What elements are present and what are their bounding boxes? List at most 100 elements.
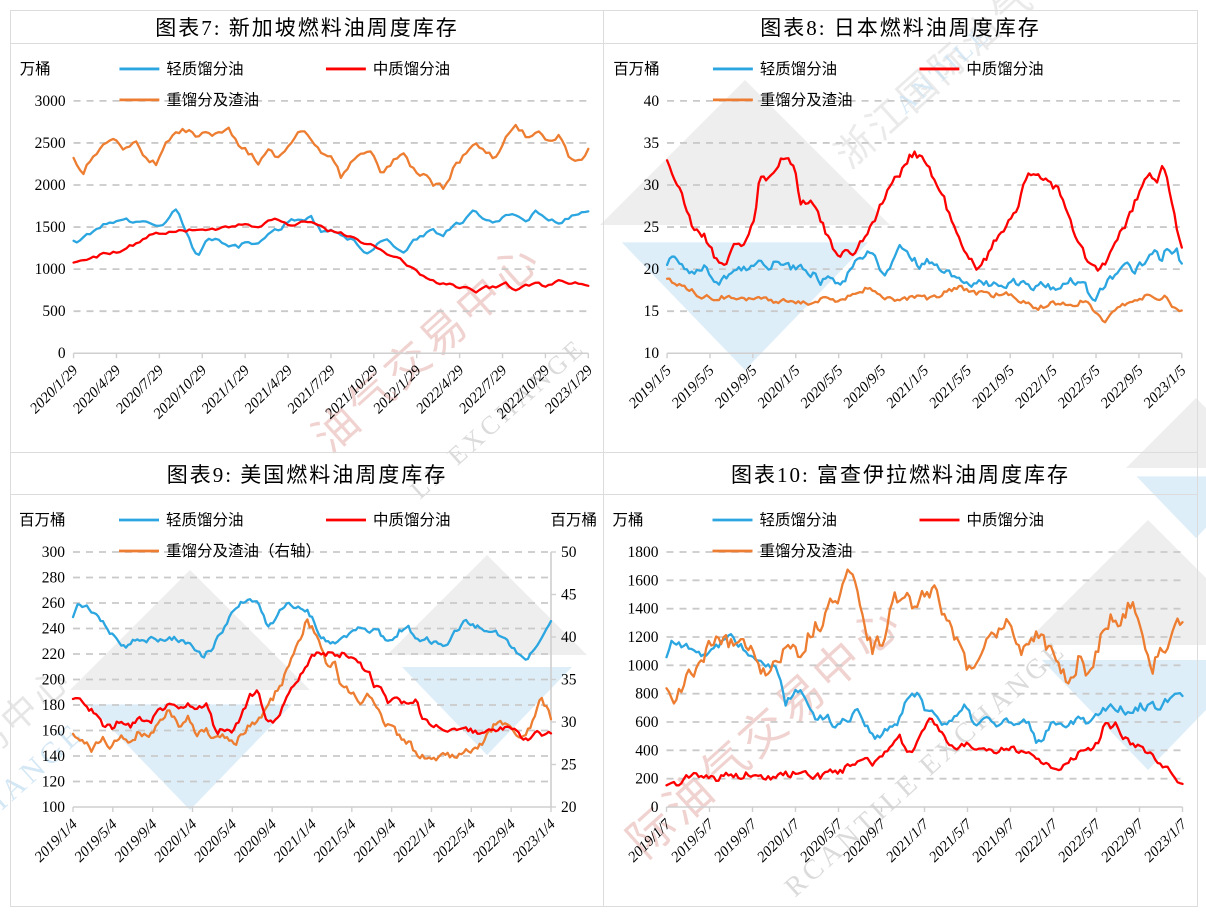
y-axis-tick-label: 1400 <box>628 601 659 618</box>
y-axis-tick-label: 1600 <box>628 572 659 589</box>
y-axis-tick-label: 1800 <box>628 544 659 561</box>
legend-label: 中质馏分油 <box>966 60 1043 78</box>
y-axis-tick-label: 240 <box>42 621 66 638</box>
left-unit-label: 万桶 <box>613 511 644 529</box>
chart9-title: 图表9: 美国燃料油周度库存 <box>11 453 604 495</box>
left-unit-label: 百万桶 <box>19 511 66 529</box>
y-axis-tick-label: 0 <box>58 345 66 362</box>
legend-label: 中质馏分油 <box>373 60 450 78</box>
y-axis-tick-label: 2000 <box>35 177 66 194</box>
x-axis-tick-label: 2020/1/7 <box>754 815 804 865</box>
y-axis-tick-label: 1000 <box>35 261 66 278</box>
y-axis-tick-label: 800 <box>635 686 659 703</box>
x-axis-tick-label: 2023/1/5 <box>1141 362 1190 411</box>
y-axis-tick-label: 2500 <box>35 135 66 152</box>
legend-label: 中质馏分油 <box>373 511 451 529</box>
y-axis-tick-label: 500 <box>42 303 65 320</box>
y-axis-tick-label: 180 <box>42 697 66 714</box>
legend-label: 重馏分及渣油 <box>760 542 853 560</box>
x-axis-tick-label: 2020/1/5 <box>755 362 804 411</box>
y-axis-tick-label: 10 <box>644 345 660 362</box>
y-axis-tick-label: 400 <box>635 742 659 759</box>
x-axis-tick-label: 2021/1/4 <box>271 816 320 865</box>
x-axis-tick-label: 2022/5/7 <box>1055 815 1105 865</box>
chart10-title: 图表10: 富查伊拉燃料油周度库存 <box>604 453 1197 495</box>
chart8-title: 图表8: 日本燃料油周度库存 <box>604 11 1197 44</box>
legend-label: 轻质馏分油 <box>166 511 244 529</box>
x-axis-tick-label: 2020/5/7 <box>797 815 847 865</box>
y-axis-tick-label: 300 <box>42 544 66 561</box>
x-axis-tick-label: 2021/1/5 <box>883 362 932 411</box>
chart10-plot: 0 200 400 600 800 1000 1200 1400 1600 1800 2019/1/… <box>613 511 1192 866</box>
x-axis-tick-label: 2019/5/4 <box>72 816 121 865</box>
legend-label: 轻质馏分油 <box>760 60 837 78</box>
x-axis-tick-label: 2019/1/7 <box>625 815 675 865</box>
chart9-panel: 100 120 140 160 180 200 220 240 260 280 300 2019/1/… <box>11 495 604 906</box>
right-axis-tick-label: 45 <box>561 587 577 604</box>
chart8-plot: 101520253035402019/1/52019/5/52019/9/520… <box>613 60 1190 412</box>
y-axis-tick-label: 280 <box>42 570 66 587</box>
chart7-panel: 0 500 1000 1500 2000 2500 3000 2020/1/29 2020/4/… <box>11 44 604 453</box>
legend-label: 中质馏分油 <box>967 511 1045 529</box>
series-line-1 <box>665 717 1184 787</box>
right-axis-tick-label: 30 <box>561 714 577 731</box>
y-axis-tick-label: 1200 <box>628 629 659 646</box>
x-axis-tick-label: 2021/9/7 <box>969 815 1019 865</box>
y-axis-tick-label: 1500 <box>35 219 66 236</box>
y-axis-tick-label: 15 <box>644 303 660 320</box>
y-axis-tick-label: 40 <box>644 93 660 110</box>
left-unit-label: 万桶 <box>20 60 51 78</box>
chart7-plot: 0500100015002000250030002020/1/292020/4/… <box>20 60 597 422</box>
y-axis-tick-label: 120 <box>42 774 66 791</box>
x-axis-tick-label: 2022/9/5 <box>1098 362 1147 411</box>
series-line-0 <box>665 243 1183 302</box>
x-axis-tick-label: 2020/1/4 <box>151 816 200 865</box>
charts-grid: 图表7: 新加坡燃料油周度库存 图表8: 日本燃料油周度库存 0 500 1000 1… <box>10 10 1198 907</box>
y-axis-tick-label: 100 <box>42 799 66 816</box>
series-line-1 <box>71 651 553 742</box>
series-line-0 <box>72 208 590 256</box>
x-axis-tick-label: 2022/9/7 <box>1098 815 1148 865</box>
x-axis-tick-label: 2020/9/4 <box>231 816 280 865</box>
chart7-title: 图表7: 新加坡燃料油周度库存 <box>11 11 604 44</box>
y-axis-tick-label: 0 <box>651 799 659 816</box>
x-axis-tick-label: 2021/9/4 <box>350 816 399 865</box>
legend-label: 重馏分及渣油（右轴） <box>166 542 321 560</box>
y-axis-tick-label: 260 <box>42 595 66 612</box>
x-axis-tick-label: 2021/5/7 <box>926 815 976 865</box>
right-axis-tick-label: 40 <box>561 629 577 646</box>
right-axis-tick-label: 35 <box>561 672 577 689</box>
x-axis-tick-label: 2022/5/4 <box>430 816 479 865</box>
x-axis-tick-label: 2019/9/5 <box>712 362 761 411</box>
x-axis-tick-label: 2021/9/5 <box>969 362 1018 411</box>
legend-label: 轻质馏分油 <box>760 511 838 529</box>
x-axis-tick-label: 2023/1/4 <box>510 816 559 865</box>
series-line-2 <box>72 123 590 190</box>
x-axis-tick-label: 2023/1/7 <box>1141 815 1191 865</box>
x-axis-tick-label: 2020/5/4 <box>191 816 240 865</box>
y-axis-tick-label: 160 <box>42 723 66 740</box>
y-axis-tick-label: 200 <box>42 672 66 689</box>
y-axis-tick-label: 140 <box>42 748 66 765</box>
y-axis-tick-label: 35 <box>644 135 660 152</box>
legend-label: 重馏分及渣油 <box>166 91 259 109</box>
series-line-1 <box>665 150 1183 272</box>
x-axis-tick-label: 2020/9/7 <box>840 815 890 865</box>
chart10-panel: 0 200 400 600 800 1000 1200 1400 1600 1800 2019/1/… <box>604 495 1197 906</box>
series-line-2 <box>665 568 1184 705</box>
right-axis-tick-label: 25 <box>561 757 577 774</box>
x-axis-tick-label: 2019/9/7 <box>711 815 761 865</box>
chart9-plot: 100 120 140 160 180 200 220 240 260 280 300 2019/1/… <box>19 511 597 866</box>
right-unit-label: 百万桶 <box>550 511 597 529</box>
x-axis-tick-label: 2020/9/5 <box>840 362 889 411</box>
legend-label: 轻质馏分油 <box>166 60 243 78</box>
x-axis-tick-label: 2022/5/5 <box>1055 362 1104 411</box>
x-axis-tick-label: 2022/1/4 <box>390 816 439 865</box>
right-axis-tick-label: 20 <box>561 799 577 816</box>
y-axis-tick-label: 200 <box>635 771 659 788</box>
y-axis-tick-label: 30 <box>644 177 660 194</box>
x-axis-tick-label: 2023/1/29 <box>542 362 597 417</box>
right-axis-tick-label: 50 <box>561 544 577 561</box>
series-line-1 <box>72 217 590 294</box>
